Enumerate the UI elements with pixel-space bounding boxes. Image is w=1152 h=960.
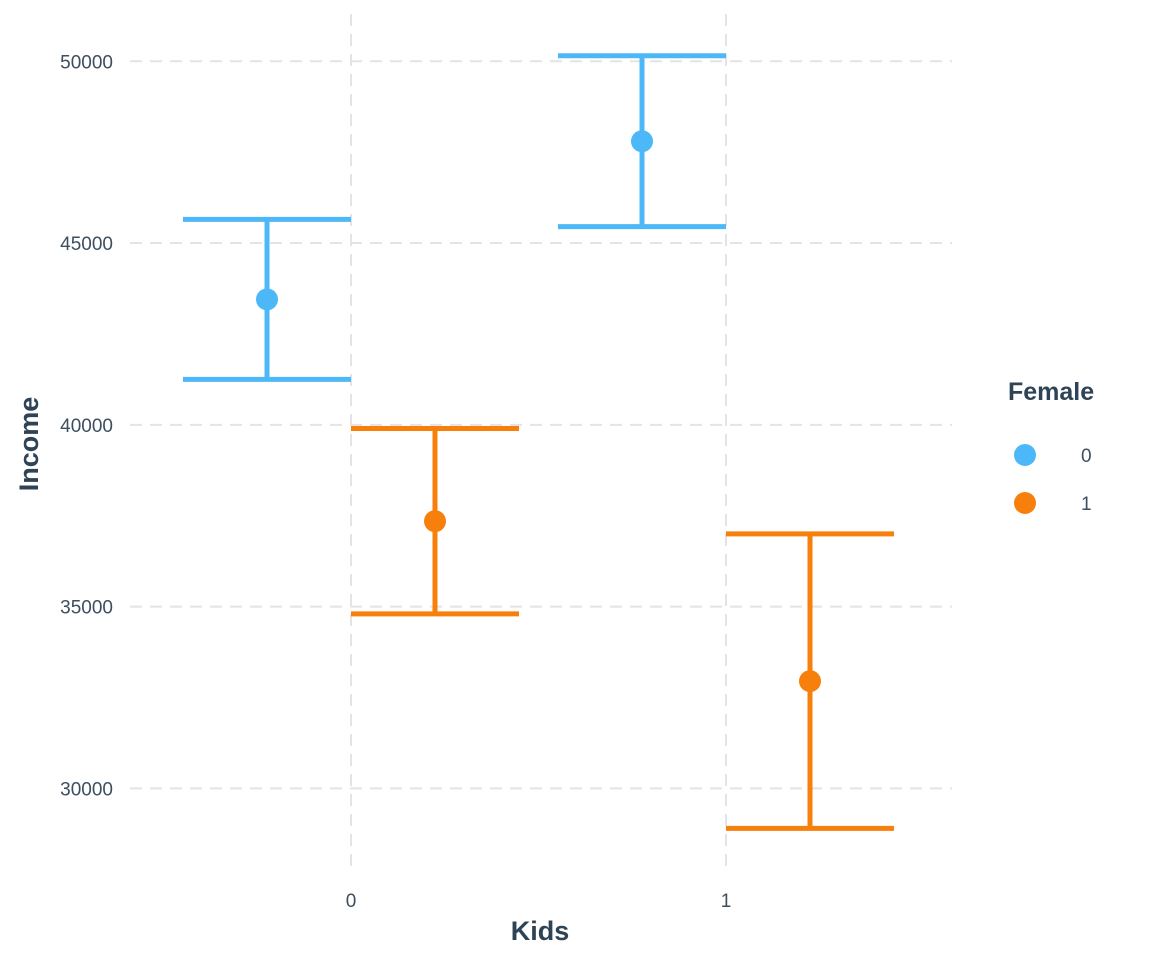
y-axis-ticks: 30000 35000 40000 45000 50000 — [60, 52, 113, 800]
legend-title: Female — [1008, 378, 1094, 406]
legend-label: 1 — [1081, 494, 1092, 515]
grid-lines — [130, 14, 952, 872]
x-tick-label: 1 — [721, 891, 732, 912]
x-axis-title: Kids — [511, 916, 570, 946]
mean-point — [256, 288, 278, 311]
y-tick-label: 50000 — [60, 52, 113, 73]
mean-point — [799, 670, 821, 693]
mean-point — [424, 510, 446, 533]
mean-point — [631, 130, 653, 153]
legend: Female 01 — [1008, 378, 1094, 515]
legend-entries: 01 — [1014, 444, 1092, 515]
x-tick-label: 0 — [346, 891, 357, 912]
y-tick-label: 45000 — [60, 234, 113, 255]
y-tick-label: 35000 — [60, 598, 113, 619]
mean-points — [256, 130, 821, 693]
y-axis-title: Income — [14, 397, 44, 492]
y-tick-label: 40000 — [60, 416, 113, 437]
legend-key-icon — [1014, 444, 1036, 466]
legend-label: 0 — [1081, 446, 1092, 467]
error-bars — [183, 53, 894, 831]
y-tick-label: 30000 — [60, 779, 113, 800]
legend-key-icon — [1014, 492, 1036, 514]
